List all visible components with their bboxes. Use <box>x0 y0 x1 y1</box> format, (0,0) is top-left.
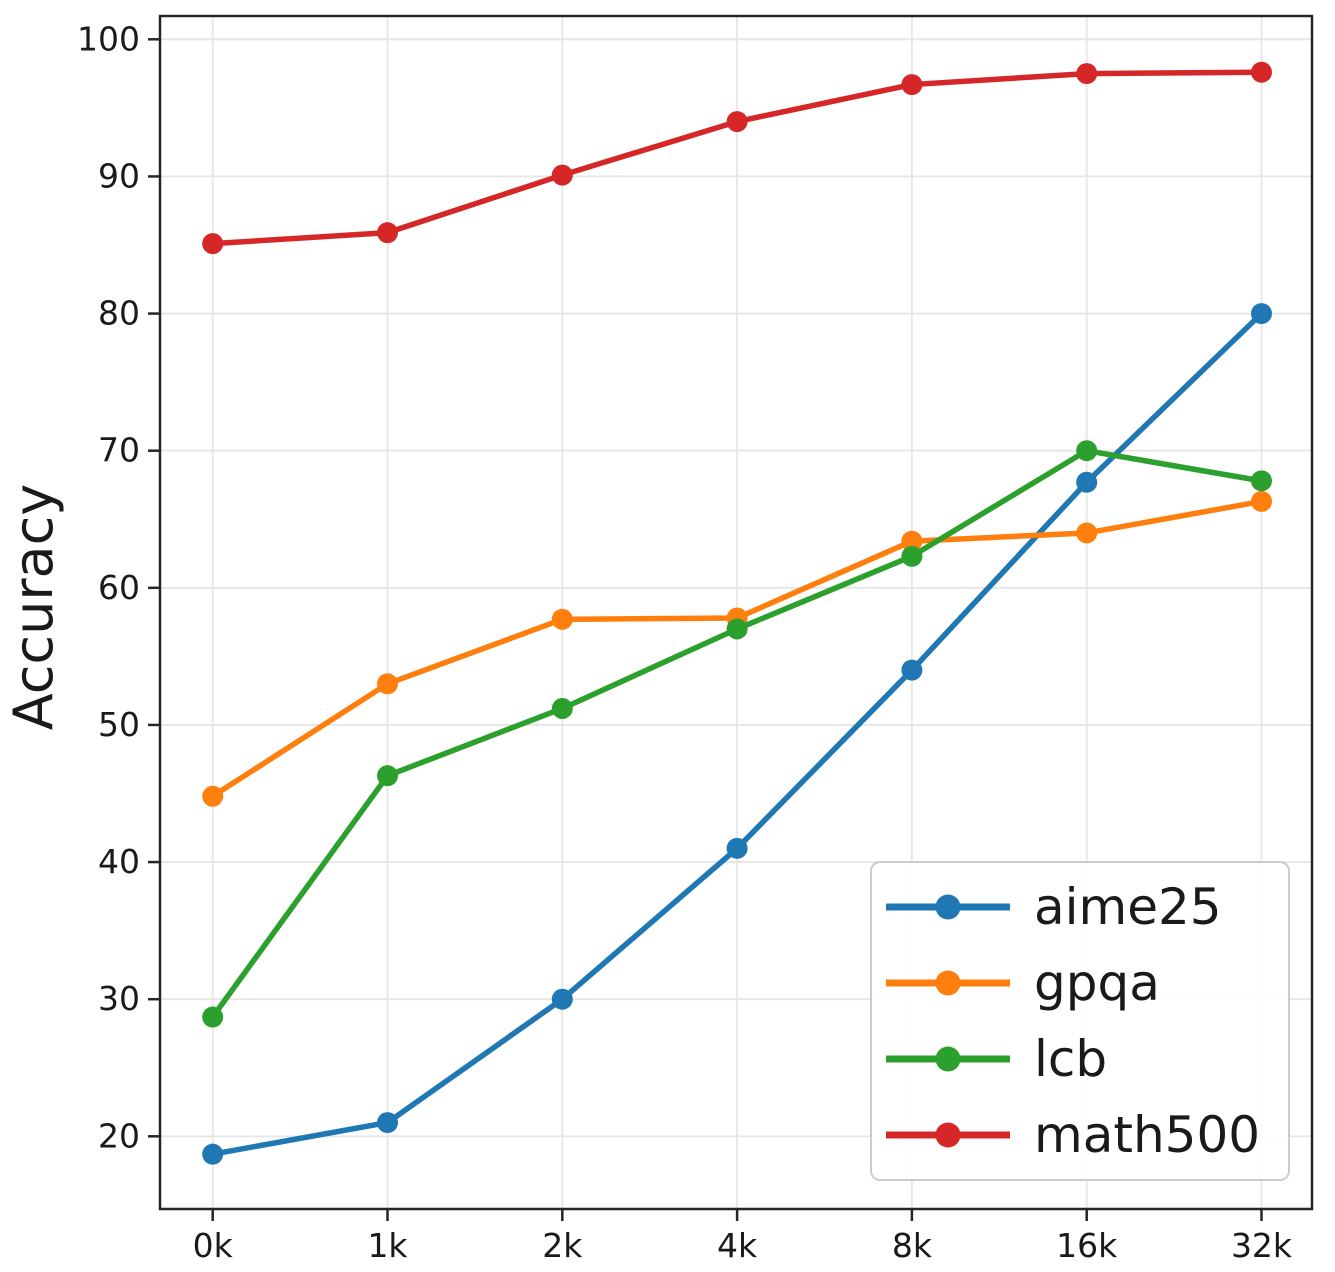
y-tick-label: 30 <box>98 979 140 1018</box>
legend-label: lcb <box>1034 1030 1108 1088</box>
axes-spines <box>148 14 1314 1221</box>
legend-item-math500: math500 <box>884 1110 1288 1160</box>
y-tick-label: 40 <box>98 842 140 881</box>
y-axis-label: Accuracy <box>2 483 65 731</box>
data-point-lcb-0k <box>202 1006 224 1028</box>
y-tick-label: 20 <box>98 1116 140 1155</box>
legend-item-aime25: aime25 <box>884 882 1288 932</box>
legend-label: gpqa <box>1034 954 1160 1012</box>
data-point-lcb-16k <box>1076 440 1098 462</box>
y-tick-label: 50 <box>98 705 140 744</box>
data-point-math500-8k <box>901 74 923 96</box>
data-point-math500-16k <box>1076 63 1098 85</box>
data-point-lcb-2k <box>551 697 573 719</box>
data-point-gpqa-0k <box>202 785 224 807</box>
legend-marker-icon <box>886 970 1010 996</box>
y-tick-label: 70 <box>98 431 140 470</box>
series-lcb <box>202 440 1272 1028</box>
x-tick-label: 0k <box>193 1226 234 1265</box>
x-tick-label: 4k <box>717 1226 758 1265</box>
series-aime25 <box>202 303 1272 1165</box>
data-point-math500-0k <box>202 233 224 255</box>
legend-marker-icon <box>886 1046 1010 1072</box>
legend: aime25 gpqa lcb math500 <box>870 861 1290 1181</box>
data-point-lcb-1k <box>377 765 398 787</box>
x-tick-label: 32k <box>1231 1226 1293 1265</box>
legend-label: math500 <box>1034 1106 1261 1164</box>
data-point-lcb-8k <box>901 545 923 567</box>
x-tick-label: 2k <box>542 1226 583 1265</box>
y-tick-label: 90 <box>98 156 140 195</box>
data-point-aime25-0k <box>202 1143 224 1165</box>
series-math500 <box>202 61 1272 255</box>
data-point-aime25-2k <box>551 988 573 1010</box>
data-point-gpqa-8k <box>901 530 923 552</box>
data-point-aime25-4k <box>726 837 748 859</box>
data-point-math500-1k <box>377 222 398 244</box>
data-point-math500-4k <box>726 111 748 133</box>
data-point-math500-32k <box>1251 61 1272 83</box>
y-tick-label: 80 <box>98 294 140 333</box>
legend-item-gpqa: gpqa <box>884 958 1288 1008</box>
y-tick-label: 60 <box>98 568 140 607</box>
data-point-gpqa-2k <box>551 608 573 630</box>
legend-label: aime25 <box>1034 878 1222 936</box>
data-point-aime25-8k <box>901 659 923 681</box>
series-gpqa <box>202 490 1272 807</box>
data-point-math500-2k <box>551 164 573 186</box>
data-point-aime25-32k <box>1251 303 1272 325</box>
data-point-gpqa-16k <box>1076 522 1098 544</box>
y-tick-label: 100 <box>77 19 140 58</box>
x-tick-label: 1k <box>367 1226 408 1265</box>
legend-marker-icon <box>886 1122 1010 1148</box>
legend-marker-icon <box>886 894 1010 920</box>
data-point-lcb-32k <box>1251 470 1272 492</box>
legend-item-lcb: lcb <box>884 1034 1288 1084</box>
tick-labels: 20 30 40 50 60 70 80 90 100 0k 1k 2k 4k 8k 16k 32k <box>77 19 1293 1265</box>
data-point-gpqa-32k <box>1251 490 1272 512</box>
x-tick-label: 16k <box>1056 1226 1118 1265</box>
data-point-lcb-4k <box>726 618 748 640</box>
x-tick-label: 8k <box>892 1226 933 1265</box>
data-point-aime25-16k <box>1076 471 1098 493</box>
data-point-gpqa-1k <box>377 673 398 695</box>
data-point-aime25-1k <box>377 1112 398 1134</box>
